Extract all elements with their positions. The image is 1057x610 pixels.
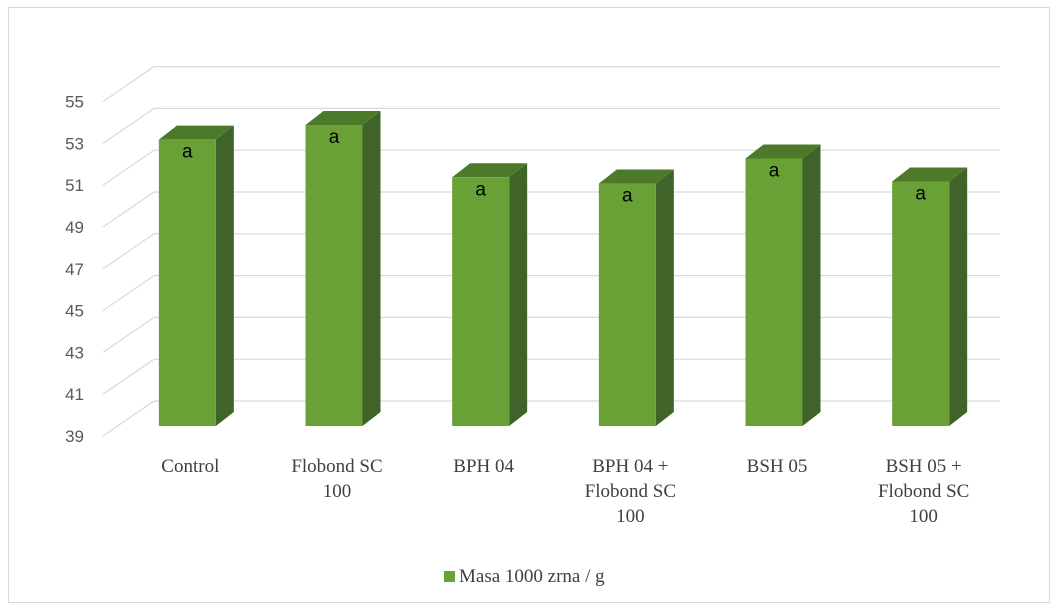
x-category-line: 100 (616, 506, 645, 527)
bar-front (745, 158, 803, 427)
y-tick-45: 45 (65, 302, 84, 321)
bar-top (158, 125, 234, 140)
bar-5: a (892, 167, 968, 426)
x-category-line: Flobond SC (291, 456, 382, 477)
gridline-43 (102, 316, 1000, 353)
y-tick-53: 53 (65, 134, 84, 153)
y-tick-49: 49 (65, 218, 84, 237)
bar-data-label: a (915, 183, 926, 204)
gridline-45 (102, 275, 1000, 312)
x-category-line: BSH 05 + (886, 456, 962, 477)
x-category-line: 100 (909, 506, 938, 527)
bars: a a a a a a (158, 111, 968, 427)
bar-top (305, 111, 381, 126)
gridline-49 (102, 191, 1000, 228)
bar-side (215, 125, 234, 427)
bar-data-label: a (182, 142, 193, 163)
gridline-55 (102, 65, 1000, 103)
bar-2: a (452, 163, 528, 427)
x-category-line: BPH 04 (453, 456, 514, 477)
y-axis-tick-labels: 39 41 43 45 47 49 51 53 55 (65, 93, 84, 446)
y-tick-39: 39 (65, 427, 84, 446)
gridline-53 (102, 107, 1000, 144)
bar-side (949, 167, 968, 426)
bar-side (655, 169, 674, 426)
x-category-line: Flobond SC (585, 481, 676, 502)
x-category-1: Flobond SC 100 (291, 456, 382, 502)
x-category-line: BPH 04 + (592, 456, 668, 477)
gridlines (102, 65, 1000, 437)
legend-label: Masa 1000 zrna / g (459, 566, 605, 587)
x-axis-category-labels: Control Flobond SC 100 BPH 04 BPH 04 + Flobon… (161, 456, 969, 527)
x-category-line: BSH 05 (747, 456, 808, 477)
bar-data-label: a (769, 160, 780, 181)
x-category-3: BPH 04 + Flobond SC 100 (585, 456, 676, 527)
bar-side (802, 144, 821, 427)
x-category-line: Control (161, 456, 219, 477)
y-tick-47: 47 (65, 260, 84, 279)
y-tick-43: 43 (65, 343, 84, 362)
bar-1: a (305, 111, 381, 426)
bar-front (598, 183, 656, 426)
bar-0: a (158, 125, 234, 427)
y-tick-51: 51 (65, 176, 84, 195)
bar-data-label: a (622, 186, 633, 207)
x-category-0: Control (161, 456, 219, 477)
legend: Masa 1000 zrna / g (444, 566, 605, 587)
bar-top (598, 169, 674, 184)
bar-side (509, 163, 528, 427)
bar-front (305, 125, 363, 426)
bar-top (892, 167, 968, 182)
legend-swatch (444, 571, 455, 582)
x-category-2: BPH 04 (453, 456, 514, 477)
bar-front (452, 177, 510, 426)
gridline-51 (102, 149, 1000, 186)
x-category-line: Flobond SC (878, 481, 969, 502)
bar-3: a (598, 169, 674, 426)
bar-4: a (745, 144, 821, 427)
bar-front (158, 139, 216, 427)
bar-side (362, 111, 381, 426)
gridline-39 (102, 400, 1000, 437)
x-category-line: 100 (323, 481, 352, 502)
bar-top (745, 144, 821, 159)
bar-data-label: a (329, 127, 340, 148)
bar-front (892, 181, 950, 426)
gridline-47 (102, 233, 1000, 270)
bar-data-label: a (475, 179, 486, 200)
y-tick-55: 55 (65, 93, 84, 112)
bar-top (452, 163, 528, 178)
x-category-4: BSH 05 (747, 456, 808, 477)
gridline-41 (102, 358, 1000, 395)
x-category-5: BSH 05 + Flobond SC 100 (878, 456, 969, 527)
y-tick-41: 41 (65, 385, 84, 404)
